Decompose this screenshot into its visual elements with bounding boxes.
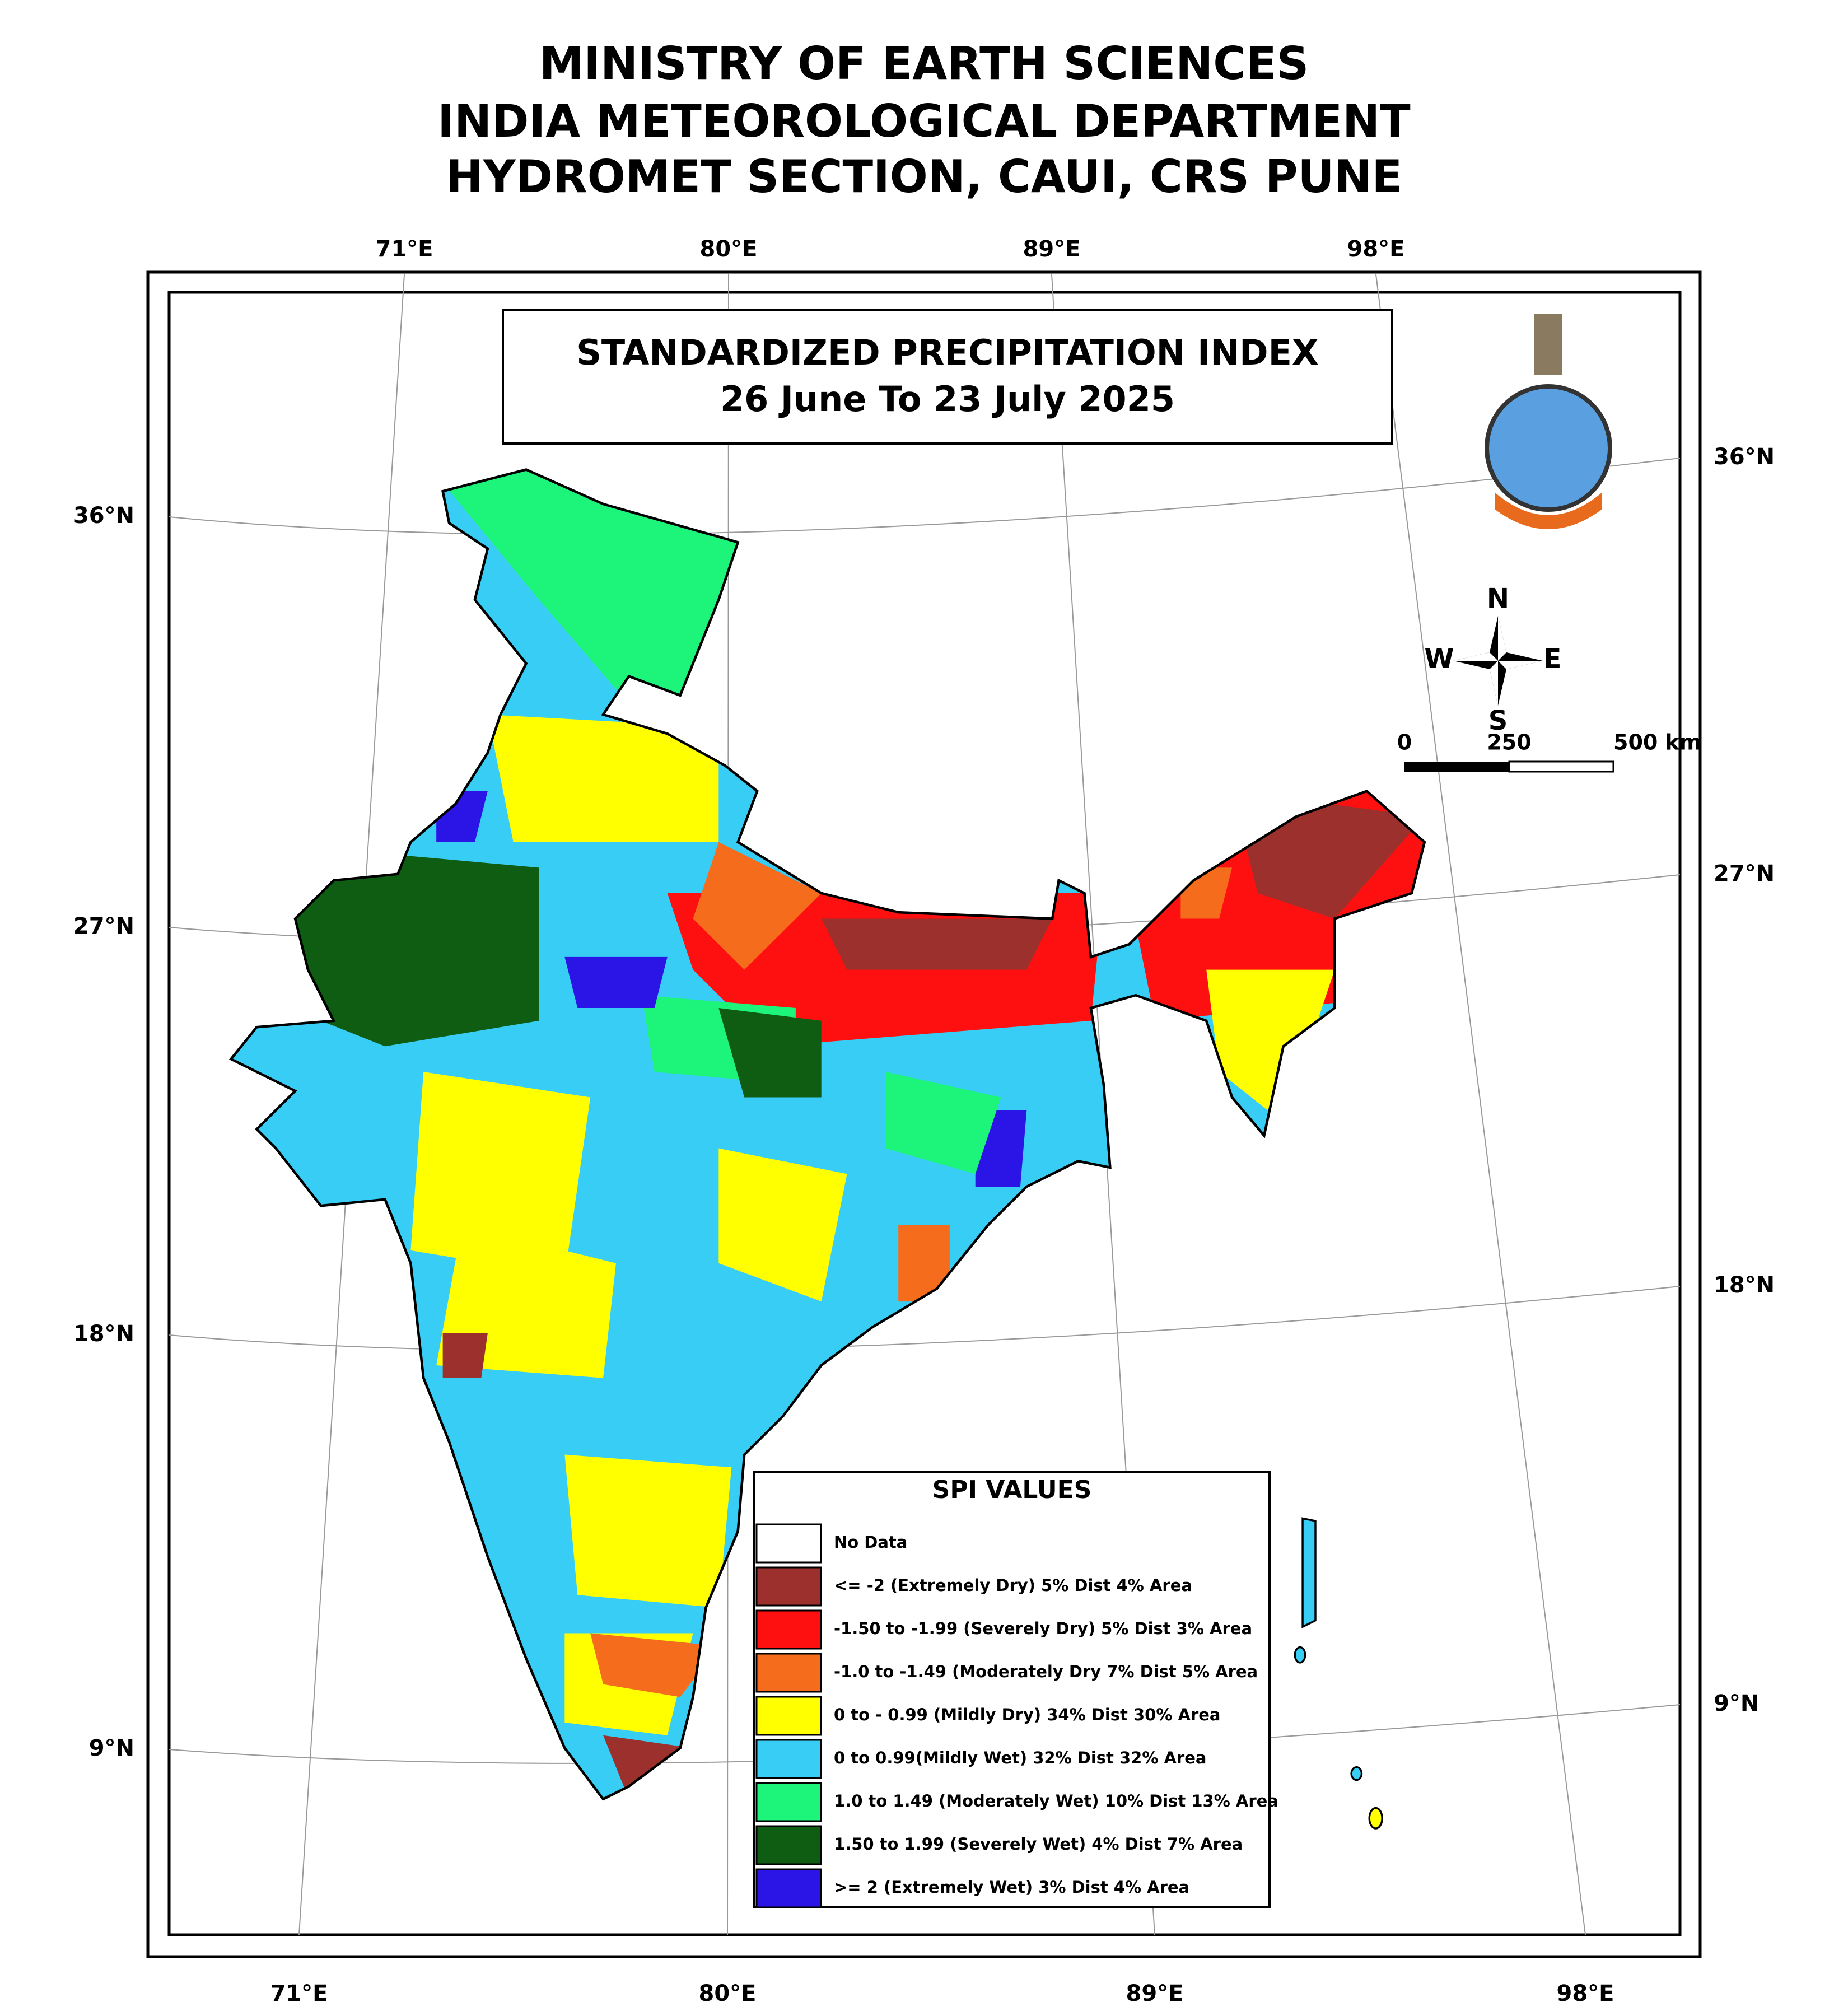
legend-label: 0 to 0.99(Mildly Wet) 32% Dist 32% Area — [834, 1748, 1206, 1767]
scale-label: 500 km — [1613, 730, 1701, 755]
lon-label: 89°E — [1126, 1981, 1184, 2006]
header: MINISTRY OF EARTH SCIENCES INDIA METEORO… — [437, 38, 1411, 203]
legend-swatch — [755, 1825, 822, 1865]
scale-bar — [1404, 760, 1614, 773]
lat-label: 18°N — [73, 1321, 134, 1347]
legend-label: <= -2 (Extremely Dry) 5% Dist 4% Area — [834, 1576, 1192, 1595]
legend-swatch — [755, 1696, 822, 1736]
lat-label: 36°N — [1714, 444, 1775, 470]
legend-title: SPI VALUES — [932, 1476, 1092, 1504]
header-line: MINISTRY OF EARTH SCIENCES — [539, 38, 1309, 90]
lon-label: 98°E — [1557, 1981, 1614, 2006]
map-title: STANDARDIZED PRECIPITATION INDEX — [576, 332, 1318, 373]
compass — [1453, 616, 1543, 706]
compass-label: N — [1487, 583, 1509, 614]
legend-swatch — [755, 1868, 822, 1908]
legend: SPI VALUES No Data <= -2 (Extremely Dry) … — [753, 1471, 1278, 1908]
legend-label: 1.50 to 1.99 (Severely Wet) 4% Dist 7% A… — [834, 1835, 1243, 1854]
legend-swatch — [755, 1653, 822, 1693]
lat-label: 9°N — [89, 1735, 134, 1761]
legend-label: No Data — [834, 1533, 907, 1552]
lat-label: 27°N — [1714, 861, 1775, 886]
legend-label: -1.0 to -1.49 (Moderately Dry 7% Dist 5%… — [834, 1662, 1258, 1681]
legend-swatch — [755, 1739, 822, 1779]
legend-label: -1.50 to -1.99 (Severely Dry) 5% Dist 3%… — [834, 1619, 1252, 1638]
legend-label: 0 to - 0.99 (Mildly Dry) 34% Dist 30% Ar… — [834, 1705, 1221, 1724]
lat-label: 27°N — [73, 913, 134, 939]
lat-label: 9°N — [1714, 1691, 1759, 1716]
lon-label: 89°E — [1023, 236, 1081, 262]
lat-label: 18°N — [1714, 1272, 1775, 1298]
legend-swatch — [755, 1782, 822, 1822]
lon-label: 80°E — [699, 1981, 757, 2006]
compass-label: E — [1543, 643, 1562, 675]
scale-label: 250 — [1487, 730, 1531, 755]
legend-label: 1.0 to 1.49 (Moderately Wet) 10% Dist 13… — [834, 1791, 1278, 1810]
legend-swatch — [755, 1566, 822, 1607]
legend-label: >= 2 (Extremely Wet) 3% Dist 4% Area — [834, 1878, 1189, 1897]
lat-label: 36°N — [73, 503, 134, 529]
lon-label: 80°E — [700, 236, 758, 262]
lon-label: 98°E — [1347, 236, 1405, 262]
lon-label: 71°E — [376, 236, 433, 262]
lon-label: 71°E — [270, 1981, 328, 2006]
header-line: HYDROMET SECTION, CAUI, CRS PUNE — [446, 151, 1402, 203]
map-title-box: STANDARDIZED PRECIPITATION INDEX 26 June… — [502, 309, 1393, 445]
compass-label: W — [1425, 643, 1454, 675]
header-line: INDIA METEOROLOGICAL DEPARTMENT — [437, 95, 1411, 147]
compass-label: S — [1488, 705, 1508, 736]
scale-label: 0 — [1397, 730, 1412, 755]
inner-frame — [167, 291, 1682, 1936]
outer-frame — [146, 270, 1702, 1958]
imd-emblem — [1485, 314, 1612, 529]
legend-swatch — [755, 1609, 822, 1650]
legend-swatch — [755, 1523, 822, 1564]
map-subtitle: 26 June To 23 July 2025 — [720, 379, 1175, 419]
